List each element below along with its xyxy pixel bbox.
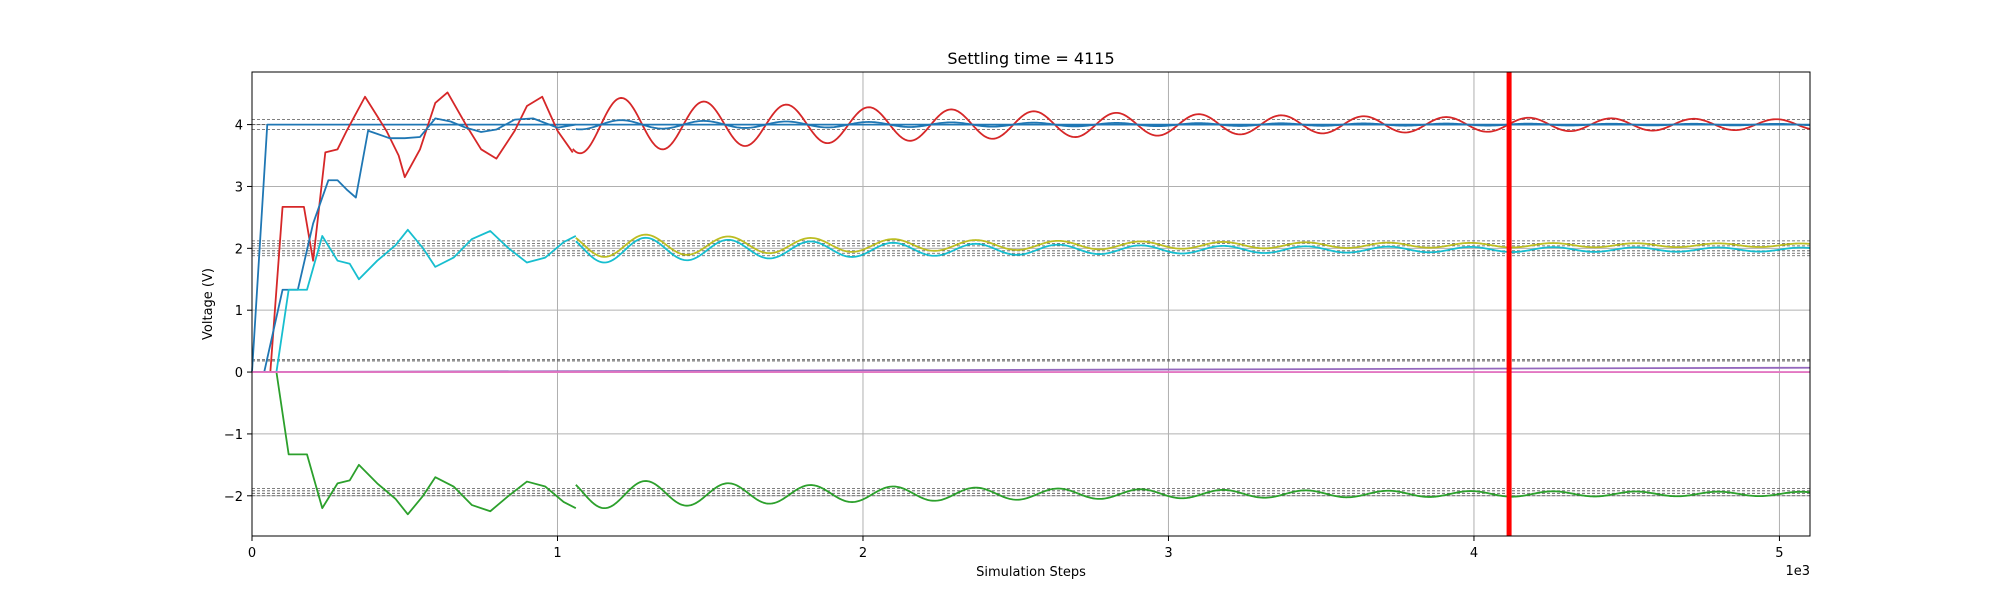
oscillation-line-3 — [575, 236, 1811, 264]
y-tick-label: 1 — [235, 304, 243, 319]
y-tick-label: −1 — [224, 428, 243, 443]
x-axis-multiplier: 1e3 — [1785, 564, 1810, 579]
x-tick-label: 1 — [553, 546, 561, 561]
y-tick-label: 4 — [235, 119, 243, 134]
chart-title: Settling time = 4115 — [947, 49, 1114, 68]
oscillation-line-4 — [575, 480, 1811, 510]
grid-lines — [251, 72, 1810, 536]
tolerance-bands — [252, 119, 1810, 497]
series-line-2 — [252, 117, 576, 373]
x-tick-label: 4 — [1470, 546, 1478, 561]
x-tick-label: 2 — [859, 546, 867, 561]
oscillation-line-1 — [575, 119, 1811, 131]
series-line-4 — [252, 371, 577, 516]
plot-frame — [251, 71, 1811, 537]
x-tick-label: 5 — [1775, 546, 1783, 561]
y-tick-label: −2 — [224, 490, 243, 505]
x-axis-label: Simulation Steps — [976, 565, 1086, 580]
y-axis-label: Voltage (V) — [201, 268, 216, 340]
x-tick-label: 0 — [248, 546, 256, 561]
series-line-3 — [252, 228, 577, 373]
oscillation-line-0 — [572, 97, 1811, 155]
y-tick-label: 2 — [235, 242, 243, 257]
axis-ticks: 0 1 2 3 4 5 −2 −1 0 1 2 3 4 — [224, 119, 1784, 561]
x-tick-label: 3 — [1164, 546, 1172, 561]
series-lines — [251, 91, 1811, 516]
y-tick-label: 0 — [235, 366, 243, 381]
series-line-1 — [252, 91, 574, 373]
oscillation-line-2 — [575, 233, 1811, 258]
y-tick-label: 3 — [235, 180, 243, 195]
